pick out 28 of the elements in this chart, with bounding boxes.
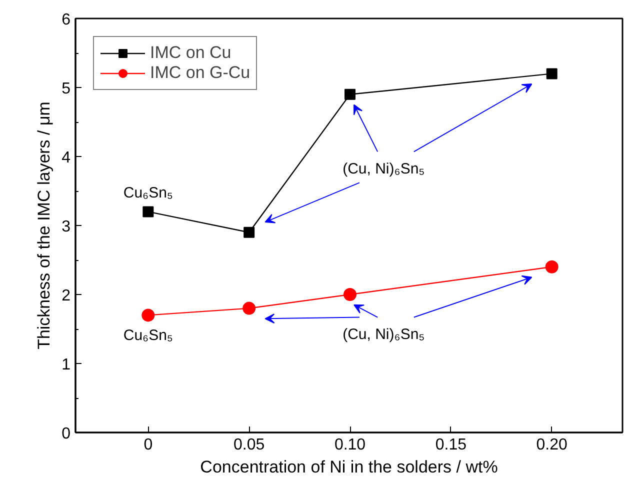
x-tick-label: 0	[144, 436, 153, 454]
annotation: (Cu, Ni)₆Sn₅	[342, 160, 425, 178]
y-tick-label: 6	[62, 12, 71, 28]
y-tick-label: 1	[62, 356, 71, 374]
point	[545, 260, 558, 274]
y-axis-title: Thickness of the IMC layers / μm	[34, 102, 54, 350]
x-tick-label: 0.20	[536, 436, 568, 454]
point	[344, 88, 356, 100]
x-axis-title: Concentration of Ni in the solders / wt%	[200, 458, 498, 476]
point	[546, 68, 558, 80]
y-tick-label: 0	[62, 426, 71, 442]
point	[244, 226, 255, 238]
x-tick-label: 0.05	[234, 436, 265, 454]
point	[242, 302, 256, 315]
x-tick-label: 0.10	[334, 436, 366, 454]
y-tick-label: 5	[62, 80, 71, 98]
legend-label: IMC on Cu	[150, 43, 232, 63]
y-tick-label: 2	[62, 288, 71, 304]
x-tick-label: 0.15	[435, 436, 467, 454]
y-tick-label: 4	[62, 150, 71, 166]
point	[344, 288, 357, 301]
point	[142, 308, 155, 322]
annotation: Cu₆Sn₅	[123, 184, 173, 202]
legend-label: IMC on G-Cu	[150, 63, 250, 83]
annotation: Cu₆Sn₅	[123, 327, 173, 344]
y-tick-label: 3	[62, 218, 71, 236]
point	[142, 206, 154, 218]
annotation: (Cu, Ni)₆Sn₅	[342, 326, 425, 344]
